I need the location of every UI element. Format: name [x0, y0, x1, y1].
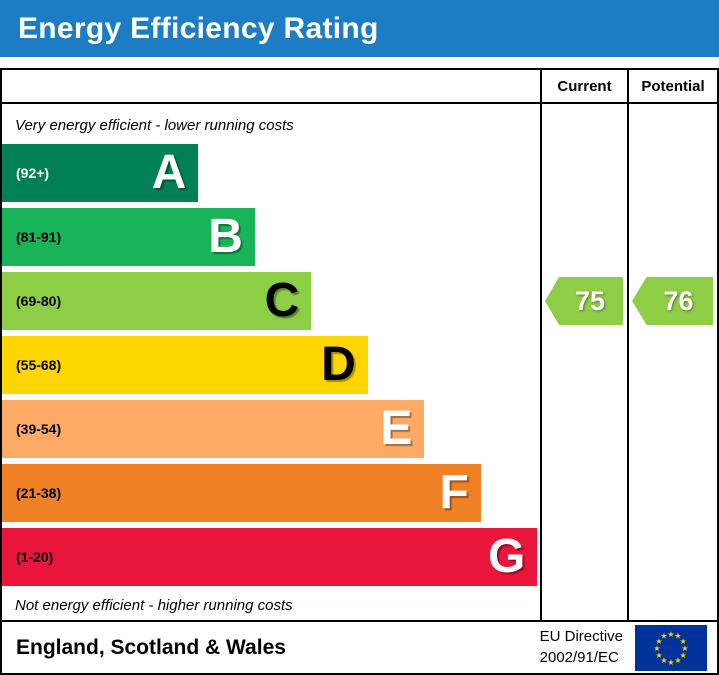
- eu-directive-line1: EU Directive: [539, 628, 623, 646]
- eu-flag-stars: ★ ★★★★★★★★★★★: [653, 629, 688, 666]
- band-b-range: (81-91): [16, 229, 62, 245]
- rating-table: Current Potential Very energy efficient …: [0, 68, 719, 675]
- potential-column-header: Potential: [627, 70, 717, 102]
- potential-rating-value: 76: [663, 285, 694, 316]
- eu-directive-line2: 2002/91/EC: [539, 648, 619, 666]
- band-a-letter: A: [151, 146, 187, 199]
- current-column-header: Current: [540, 70, 627, 102]
- svg-text:★: ★: [681, 643, 688, 652]
- band-f-letter: F: [439, 466, 469, 519]
- svg-text:★: ★: [655, 636, 662, 645]
- current-rating-marker: 75: [545, 277, 623, 325]
- svg-text:★: ★: [674, 631, 681, 640]
- eu-flag-icon: ★ ★★★★★★★★★★★: [635, 624, 707, 671]
- top-note: Very energy efficient - lower running co…: [15, 116, 294, 134]
- bands-column: Very energy efficient - lower running co…: [2, 104, 540, 620]
- potential-rating-marker: 76: [632, 277, 713, 325]
- band-f-range: (21-38): [16, 485, 62, 501]
- bottom-note: Not energy efficient - higher running co…: [15, 596, 293, 614]
- table-header-row: Current Potential: [2, 70, 717, 104]
- band-e-range: (39-54): [16, 421, 62, 437]
- table-body: Very energy efficient - lower running co…: [2, 104, 717, 620]
- page-title: Energy Efficiency Rating: [18, 11, 379, 45]
- footer-row: England, Scotland & Wales EU Directive 2…: [2, 620, 717, 673]
- svg-text:★: ★: [667, 657, 674, 666]
- band-a-range: (92+): [16, 165, 50, 181]
- band-d-range: (55-68): [16, 357, 62, 373]
- current-rating-value: 75: [574, 285, 606, 316]
- svg-text:★: ★: [667, 629, 674, 638]
- potential-rating-column: 76: [627, 104, 717, 620]
- svg-text:★: ★: [674, 655, 681, 664]
- band-g: (1-20) G: [2, 528, 538, 586]
- svg-text:★: ★: [660, 655, 667, 664]
- band-g-letter: G: [487, 530, 526, 583]
- band-b-letter: B: [208, 210, 243, 263]
- svg-text:★: ★: [655, 650, 662, 659]
- svg-text:★: ★: [680, 636, 687, 645]
- band-b: (81-91) B: [2, 208, 255, 266]
- eu-directive-label: EU Directive 2002/91/EC: [540, 627, 623, 668]
- band-g-range: (1-20): [16, 549, 54, 565]
- band-c-range: (69-80): [16, 293, 62, 309]
- svg-text:★: ★: [653, 643, 660, 652]
- band-c-letter: C: [264, 274, 300, 327]
- current-rating-column: 75: [540, 104, 627, 620]
- header-spacer: [2, 70, 540, 102]
- band-c: (69-80) C: [2, 272, 312, 330]
- band-f: (21-38) F: [2, 464, 481, 522]
- band-e: (39-54) E: [2, 400, 425, 458]
- title-banner: Energy Efficiency Rating: [0, 0, 719, 57]
- band-d: (55-68) D: [2, 336, 368, 394]
- region-label: England, Scotland & Wales: [16, 635, 286, 659]
- svg-text:★: ★: [660, 631, 667, 640]
- band-e-letter: E: [380, 402, 413, 455]
- eu-flag-field: [635, 624, 707, 671]
- band-a: (92+) A: [2, 144, 199, 202]
- band-d-letter: D: [321, 338, 356, 391]
- svg-text:★: ★: [680, 650, 687, 659]
